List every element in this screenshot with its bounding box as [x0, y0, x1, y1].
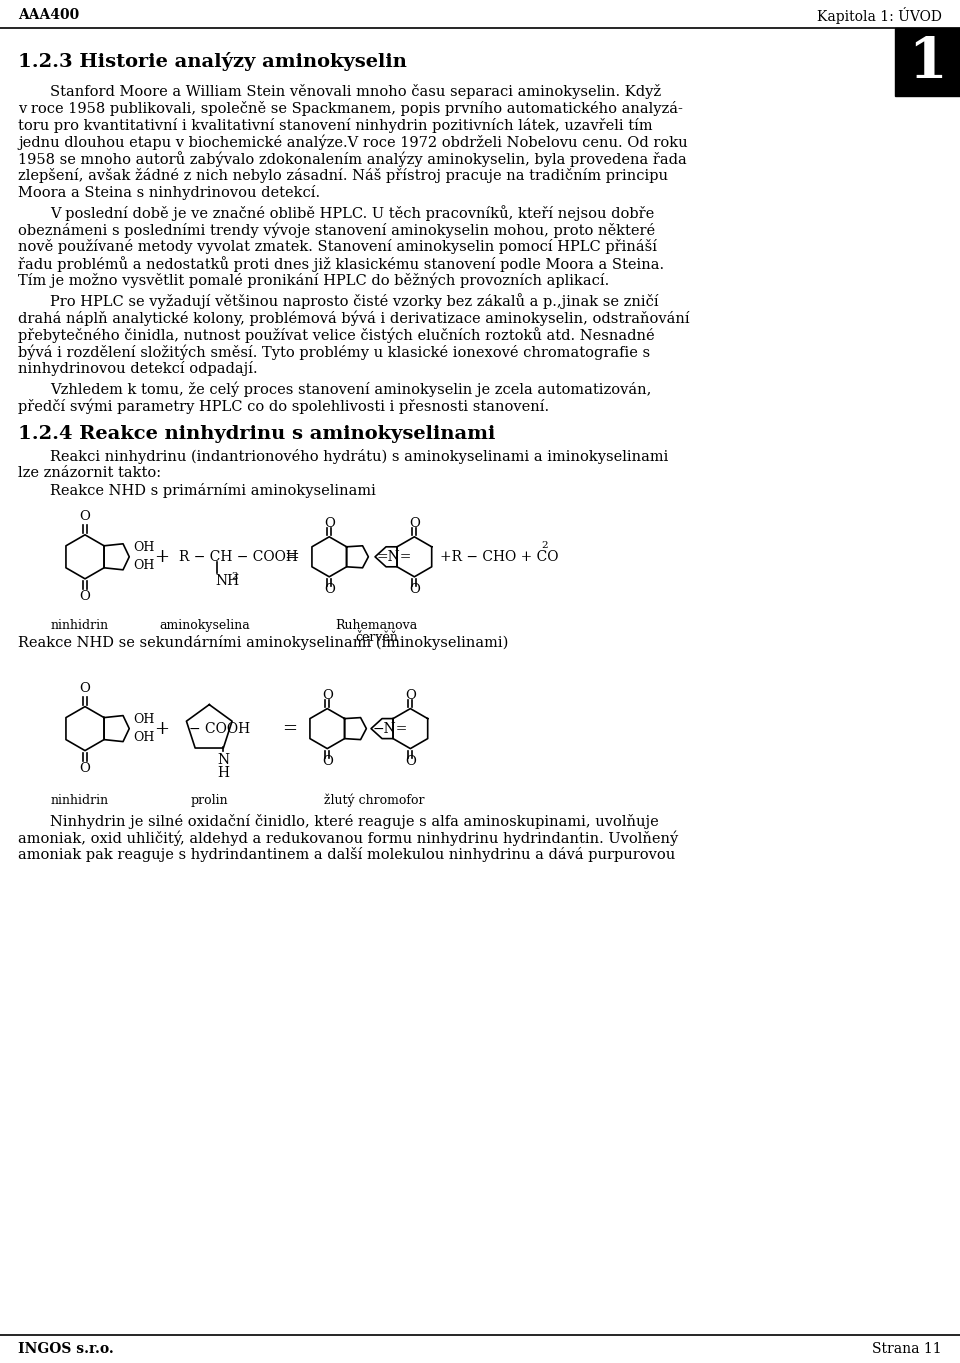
Text: N: N — [217, 752, 229, 767]
Text: +R − CHO + CO: +R − CHO + CO — [441, 549, 559, 564]
Text: aminokyselina: aminokyselina — [158, 619, 250, 632]
Text: drahá náplň analytické kolony, problémová bývá i derivatizace aminokyselin, odst: drahá náplň analytické kolony, problémov… — [18, 311, 689, 326]
Text: toru pro kvantitativní i kvalitativní stanovení ninhydrin pozitivních látek, uza: toru pro kvantitativní i kvalitativní st… — [18, 117, 653, 132]
Text: Reakci ninhydrinu (indantrionového hydrátu) s aminokyselinami a iminokyselinami: Reakci ninhydrinu (indantrionového hydrá… — [50, 450, 668, 465]
Text: O: O — [322, 690, 333, 702]
Text: ninhidrin: ninhidrin — [51, 619, 109, 632]
Text: O: O — [322, 755, 333, 769]
Text: Tím je možno vysvětlit pomalé pronikání HPLC do běžných provozních aplikací.: Tím je možno vysvětlit pomalé pronikání … — [18, 273, 610, 289]
Text: přebytečného činidla, nutnost používat velice čistých elučních roztoků atd. Nesn: přebytečného činidla, nutnost používat v… — [18, 327, 655, 343]
Text: prolin: prolin — [190, 793, 228, 807]
Text: jednu dlouhou etapu v biochemické analýze.V roce 1972 obdrželi Nobelovu cenu. Od: jednu dlouhou etapu v biochemické analýz… — [18, 135, 687, 150]
Text: ninhidrin: ninhidrin — [51, 793, 109, 807]
Text: OH: OH — [133, 541, 155, 555]
Text: O: O — [405, 755, 416, 769]
Text: bývá i rozdělení složitých směsí. Tyto problémy u klasické ionexové chromatograf: bývá i rozdělení složitých směsí. Tyto p… — [18, 343, 650, 360]
Text: Pro HPLC se vyžadují většinou naprosto čisté vzorky bez zákalů a p.,jinak se zni: Pro HPLC se vyžadují většinou naprosto č… — [50, 293, 659, 309]
Text: lze znázornit takto:: lze znázornit takto: — [18, 466, 161, 480]
Text: − COOH: − COOH — [189, 721, 251, 736]
Text: O: O — [80, 590, 90, 604]
Text: 1.2.3 Historie analýzy aminokyselin: 1.2.3 Historie analýzy aminokyselin — [18, 52, 407, 71]
Text: AAA400: AAA400 — [18, 8, 80, 22]
Text: +: + — [154, 720, 169, 737]
Text: O: O — [405, 690, 416, 702]
Text: O: O — [80, 682, 90, 695]
Text: červěň: červěň — [355, 631, 398, 643]
Text: 1: 1 — [908, 34, 947, 90]
Text: Kapitola 1: ÚVOD: Kapitola 1: ÚVOD — [817, 7, 942, 23]
Bar — [895, 29, 960, 95]
Text: NH: NH — [215, 574, 239, 587]
Text: =N=: =N= — [376, 549, 412, 564]
Text: −N=: −N= — [372, 721, 408, 736]
Text: Reakce NHD s primárními aminokyselinami: Reakce NHD s primárními aminokyselinami — [50, 483, 376, 497]
Text: amoniak, oxid uhličitý, aldehyd a redukovanou formu ninhydrinu hydrindantin. Uvo: amoniak, oxid uhličitý, aldehyd a reduko… — [18, 830, 679, 846]
Text: O: O — [80, 762, 90, 776]
Text: INGOS s.r.o.: INGOS s.r.o. — [18, 1343, 113, 1356]
Text: obeznámeni s posledními trendy vývoje stanovení aminokyselin mohou, proto někter: obeznámeni s posledními trendy vývoje st… — [18, 222, 655, 239]
Text: amoniak pak reaguje s hydrindantinem a další molekulou ninhydrinu a dává purpuro: amoniak pak reaguje s hydrindantinem a d… — [18, 848, 675, 863]
Text: 2: 2 — [231, 572, 238, 581]
Text: 2: 2 — [541, 541, 548, 549]
Text: nově používané metody vyvolat zmatek. Stanovení aminokyselin pomocí HPLC přináší: nově používané metody vyvolat zmatek. St… — [18, 239, 657, 255]
Text: OH: OH — [133, 713, 155, 726]
Text: Reakce NHD se sekundárními aminokyselinami (iminokyselinami): Reakce NHD se sekundárními aminokyselina… — [18, 635, 509, 650]
Text: 1958 se mnoho autorů zabývalo zdokonalením analýzy aminokyselin, byla provedena : 1958 se mnoho autorů zabývalo zdokonalen… — [18, 151, 686, 168]
Text: Ninhydrin je silné oxidační činidlo, které reaguje s alfa aminoskupinami, uvolňu: Ninhydrin je silné oxidační činidlo, kte… — [50, 814, 659, 829]
Text: V poslední době je ve značné oblibě HPLC. U těch pracovníků, kteří nejsou dobře: V poslední době je ve značné oblibě HPLC… — [50, 206, 655, 221]
Text: žlutý chromofor: žlutý chromofor — [324, 793, 424, 807]
Text: O: O — [80, 510, 90, 523]
Text: Strana 11: Strana 11 — [873, 1343, 942, 1356]
Text: předčí svými parametry HPLC co do spolehlivosti i přesnosti stanovení.: předčí svými parametry HPLC co do spoleh… — [18, 398, 549, 414]
Text: Stanford Moore a William Stein věnovali mnoho času separaci aminokyselin. Když: Stanford Moore a William Stein věnovali … — [50, 85, 661, 99]
Text: 1.2.4 Reakce ninhydrinu s aminokyselinami: 1.2.4 Reakce ninhydrinu s aminokyselinam… — [18, 425, 495, 443]
Text: OH: OH — [133, 731, 155, 744]
Text: v roce 1958 publikovali, společně se Spackmanem, popis prvního automatického ana: v roce 1958 publikovali, společně se Spa… — [18, 101, 683, 116]
Text: Moora a Steina s ninhydrinovou detekcí.: Moora a Steina s ninhydrinovou detekcí. — [18, 185, 320, 200]
Text: Ruhemanova: Ruhemanova — [336, 619, 418, 632]
Text: řadu problémů a nedostatků proti dnes již klasickému stanovení podle Moora a Ste: řadu problémů a nedostatků proti dnes ji… — [18, 256, 664, 271]
Text: O: O — [324, 583, 335, 596]
Text: =: = — [281, 720, 297, 737]
Text: O: O — [324, 518, 335, 530]
Text: O: O — [409, 583, 420, 596]
Text: Vzhledem k tomu, že celý proces stanovení aminokyselin je zcela automatizován,: Vzhledem k tomu, že celý proces stanoven… — [50, 382, 652, 397]
Text: zlepšení, avšak žádné z nich nebylo zásadní. Náš přístroj pracuje na tradičním p: zlepšení, avšak žádné z nich nebylo zása… — [18, 168, 668, 183]
Text: =: = — [284, 548, 299, 566]
Text: ninhydrinovou detekcí odpadají.: ninhydrinovou detekcí odpadají. — [18, 361, 257, 376]
Text: O: O — [409, 518, 420, 530]
Text: +: + — [154, 548, 169, 566]
Text: R − CH − COOH: R − CH − COOH — [180, 549, 299, 564]
Text: H: H — [217, 766, 229, 780]
Text: OH: OH — [133, 559, 155, 572]
